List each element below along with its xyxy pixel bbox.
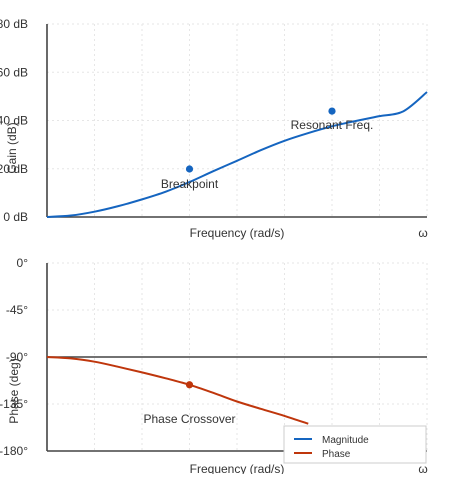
- phase-x-axis-end-label: ω: [418, 462, 427, 474]
- magnitude-ytick-label: 20 dB: [0, 162, 28, 176]
- magnitude-ytick-label: 60 dB: [0, 65, 28, 79]
- magnitude-marker-point: [185, 165, 194, 173]
- phase-x-axis-label: Frequency (rad/s): [190, 462, 285, 474]
- phase-ytick-label: -90°: [6, 350, 28, 364]
- phase-ytick-label: -45°: [6, 303, 28, 317]
- magnitude-x-axis-label: Frequency (rad/s): [190, 226, 285, 240]
- phase-y-axis-label: Phase (deg): [7, 358, 21, 423]
- phase-marker-point: [185, 381, 194, 389]
- magnitude-y-axis-label: Gain (dB): [5, 122, 19, 173]
- legend-label-magnitude: Magnitude: [322, 435, 369, 446]
- magnitude-ytick-label: 80 dB: [0, 17, 28, 31]
- phase-ytick-label: 0°: [17, 256, 29, 270]
- legend-box: [283, 425, 427, 464]
- magnitude-marker-label: Resonant Freq.: [291, 118, 374, 132]
- legend-label-phase: Phase: [322, 449, 351, 460]
- phase-series-line: [46, 356, 309, 425]
- magnitude-marker-point: [328, 107, 336, 115]
- phase-marker-label: Phase Crossover: [143, 412, 235, 426]
- magnitude-x-axis-end-label: ω: [418, 226, 427, 240]
- magnitude-marker-label: Breakpoint: [161, 177, 219, 191]
- magnitude-series-line: [46, 91, 428, 218]
- phase-ytick-label: -135°: [0, 397, 28, 411]
- magnitude-ytick-label: 40 dB: [0, 114, 28, 128]
- phase-ytick-label: -180°: [0, 444, 28, 458]
- magnitude-ytick-label: 0 dB: [3, 210, 28, 224]
